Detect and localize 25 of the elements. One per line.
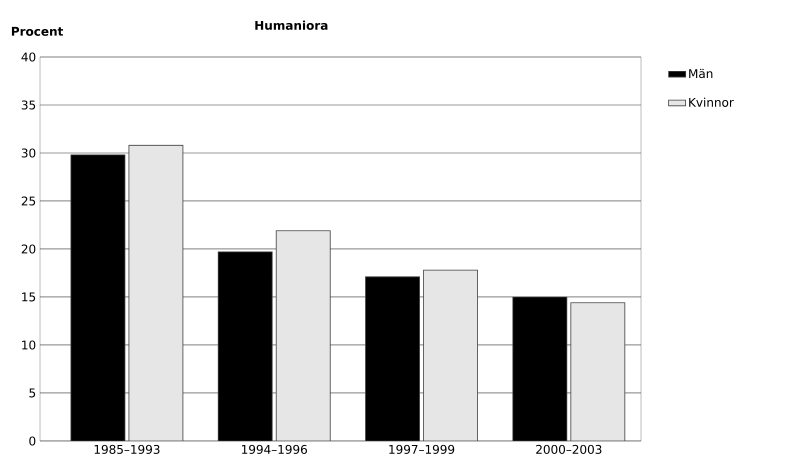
legend-label: Män [689,68,712,78]
bar [276,230,331,441]
x-tick-label: 1985–1993 [94,444,160,454]
y-tick-label: 30 [22,148,36,158]
chart-title: Humaniora [255,20,328,30]
legend-label: Kvinnor [689,98,734,107]
x-tick-label: 1997–1999 [389,444,454,454]
y-tick-label: 0 [29,436,36,446]
bar [424,270,478,441]
y-tick-label: 5 [29,388,36,398]
y-tick-label: 15 [22,292,36,302]
y-axis-title: Procent [12,26,64,36]
x-tick-label: 2000–2003 [536,444,602,454]
bar [366,276,420,441]
y-tick-label: 20 [22,244,36,254]
y-tick-label: 40 [21,52,36,62]
bar [128,144,184,441]
bar [570,302,626,441]
x-tick-label: 1994–1996 [242,444,307,454]
y-tick-label: 35 [22,100,36,110]
y-tick-label: 25 [22,196,36,206]
y-tick-label: 10 [22,340,36,350]
bar [512,296,568,441]
bar [70,154,126,441]
bar [218,251,273,441]
